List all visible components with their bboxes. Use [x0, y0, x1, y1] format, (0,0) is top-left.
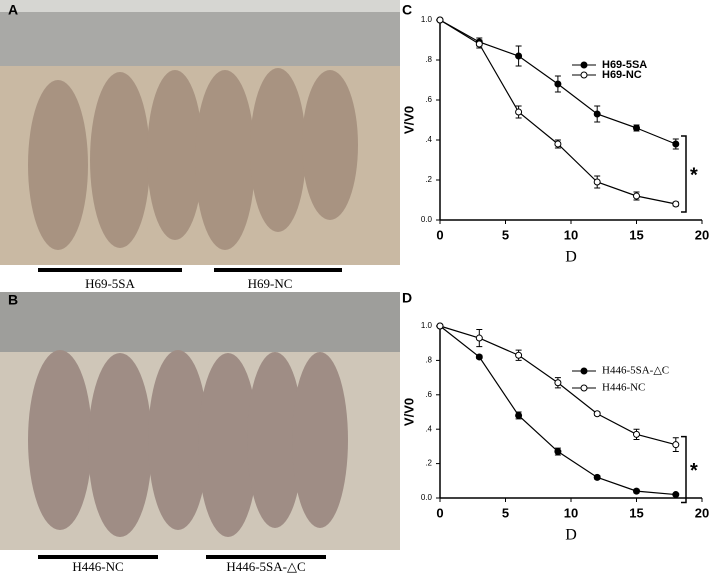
x-tick-label: 0 [436, 227, 443, 242]
group-label: H69-NC [248, 276, 293, 291]
panel-label: B [8, 292, 18, 308]
x-tick-label: 20 [695, 505, 709, 520]
data-point [633, 487, 640, 495]
data-point [554, 140, 562, 148]
legend-label: H69-NC [602, 69, 642, 81]
data-point [593, 473, 601, 481]
x-tick-label: 15 [629, 227, 643, 242]
group-label: H446-5SA-△C [226, 559, 305, 574]
data-point [554, 379, 562, 387]
x-axis-label: D [565, 249, 577, 266]
x-tick-label: 10 [564, 505, 578, 520]
significance-mark: * [690, 164, 698, 186]
y-tick-label: .6 [425, 95, 432, 104]
x-tick-label: 0 [436, 505, 443, 520]
data-point [515, 351, 523, 359]
legend-marker [580, 61, 588, 69]
y-tick-label: .6 [425, 390, 432, 399]
data-point [633, 192, 640, 200]
y-tick-label: 0.0 [421, 493, 433, 502]
data-point [593, 410, 601, 418]
data-point [672, 491, 680, 499]
series-line [439, 19, 676, 205]
x-tick-label: 15 [629, 505, 643, 520]
data-point [475, 334, 483, 342]
data-point [633, 124, 640, 132]
legend-marker [580, 384, 588, 392]
y-tick-label: 1.0 [421, 321, 433, 330]
panel-label: C [402, 2, 412, 18]
significance-bracket [681, 135, 687, 213]
x-tick-label: 10 [564, 227, 578, 242]
data-point [554, 80, 562, 88]
y-tick-label: 1.0 [421, 15, 433, 24]
data-point [436, 322, 444, 330]
y-axis-label: V/V0 [401, 106, 416, 134]
data-point [436, 16, 444, 24]
y-tick-label: .4 [425, 135, 432, 144]
data-point [672, 200, 680, 208]
data-point [672, 140, 680, 148]
legend-marker [580, 71, 588, 79]
legend-marker [580, 367, 588, 375]
panel-label: D [402, 290, 412, 306]
photo-a [0, 0, 400, 265]
y-tick-label: .2 [425, 175, 432, 184]
legend-label: H446-5SA-△C [602, 365, 669, 377]
data-point [515, 411, 523, 419]
data-point [475, 40, 483, 48]
significance-mark: * [690, 460, 698, 482]
significance-bracket [681, 435, 687, 504]
y-axis-label: V/V0 [401, 398, 416, 426]
series-line [439, 325, 676, 496]
x-axis-label: D [565, 527, 577, 544]
group-label: H69-5SA [85, 276, 135, 291]
data-point [515, 108, 523, 116]
y-tick-label: .8 [425, 356, 432, 365]
y-tick-label: .4 [425, 424, 432, 433]
x-tick-label: 5 [502, 505, 509, 520]
data-point [593, 110, 601, 118]
x-tick-label: 5 [502, 227, 509, 242]
data-point [554, 448, 562, 456]
group-label: H446-NC [72, 559, 123, 574]
photo-b [0, 292, 400, 550]
y-tick-label: .2 [425, 459, 432, 468]
panel-label: A [8, 2, 18, 18]
data-point [515, 52, 523, 60]
y-tick-label: 0.0 [421, 215, 433, 224]
data-point [633, 430, 640, 438]
legend-label: H69-5SA [602, 59, 647, 71]
x-tick-label: 20 [695, 227, 709, 242]
y-tick-label: .8 [425, 55, 432, 64]
data-point [593, 178, 601, 186]
data-point [475, 353, 483, 361]
data-point [672, 441, 680, 449]
legend-label: H446-NC [602, 382, 645, 394]
